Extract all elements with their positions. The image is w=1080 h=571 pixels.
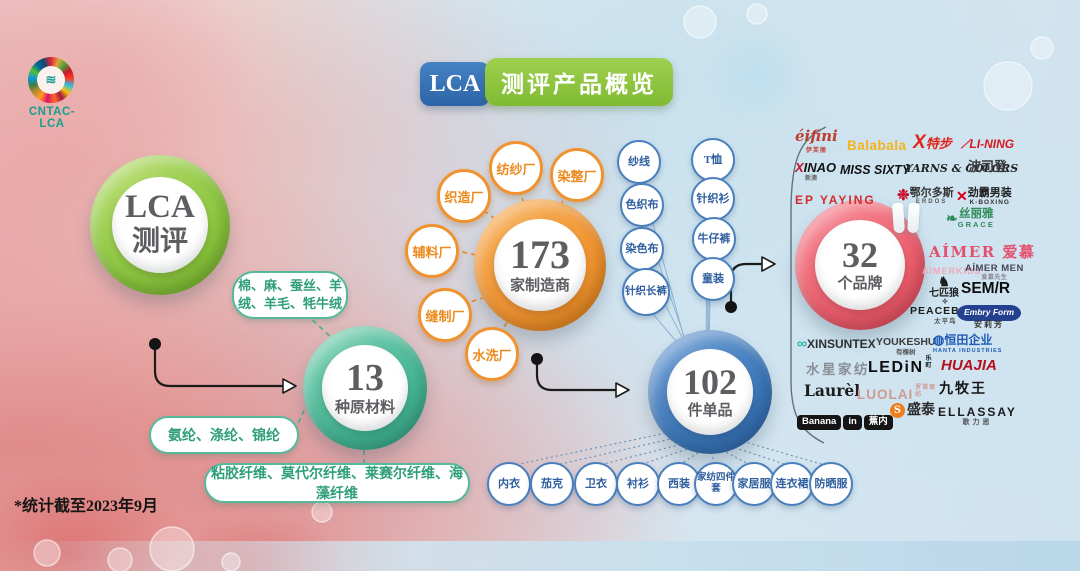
brand-logo-ellassay: ELLASSAY 歌力思: [938, 405, 1017, 427]
factory-circle: 缝制厂: [418, 288, 472, 342]
grace-leaf-icon: ❧: [946, 209, 958, 226]
brand-logo-aimer: AÍMER 爱慕: [929, 243, 1036, 261]
brand-logo-miss-sixty: MISS SIXTY: [840, 163, 911, 177]
pill-regenerated-fibers: 粘胶纤维、莫代尔纤维、莱赛尔纤维、海藻纤维: [204, 463, 470, 503]
brand-logo-ep-yaying: EP YAYING: [795, 193, 876, 207]
brand-logo-eifini: éifini 伊芙丽: [795, 127, 838, 154]
pill-natural-fibers: 棉、麻、蚕丝、羊 绒、羊毛、牦牛绒: [232, 271, 348, 319]
product-circle: 染色布: [620, 227, 664, 271]
product-circle: T恤: [691, 138, 735, 182]
node-manufacturers: 173 家制造商: [474, 199, 606, 331]
product-circle: 卫衣: [574, 462, 618, 506]
brand-logo-hengtian: ◍恒田企业 HANTA INDUSTRIES: [933, 332, 1003, 354]
pill-synthetic-fibers: 氨纶、涤纶、锦纶: [149, 416, 299, 454]
flow-arrowheads: [282, 256, 776, 398]
xinao-x-icon: X: [795, 160, 804, 175]
brand-logo-kboxing: ✕劲霸男装 K-BOXING: [956, 187, 1012, 207]
product-circle: 针织衫: [691, 177, 735, 221]
kboxing-x-icon: ✕: [956, 187, 968, 204]
factory-circle: 织造厂: [437, 169, 491, 223]
brand-logo-youkeshu: YOUKESHU 有棵树: [876, 336, 936, 356]
product-circle: 茄克: [530, 462, 574, 506]
brand-logo-bosideng: 波司登: [968, 159, 1008, 174]
brand-logo-aimer-men: AÍMER MEN 爱慕先生: [965, 263, 1024, 281]
factory-circle: 染整厂: [550, 148, 604, 202]
brand-logo-embry-form: Embry Form 安莉芳: [957, 302, 1022, 329]
page-title: 测评产品概览: [485, 58, 673, 106]
product-circle: 色织布: [620, 183, 664, 227]
wolf-icon: ♞: [938, 274, 950, 289]
factory-circle: 纺纱厂: [489, 141, 543, 195]
brand-logo-grace: ❧丝丽雅 GRACE: [946, 208, 995, 229]
product-circle: 家纺四件套: [694, 462, 738, 506]
factory-circle: 辅料厂: [405, 224, 459, 278]
product-circle: 衬衫: [616, 462, 660, 506]
shield-icon: ◍: [933, 332, 945, 347]
brand-logo-peacebird: ✧ PEACEBIRD 太平鸟: [910, 297, 981, 325]
node-raw-materials: 13 种原材料: [303, 326, 427, 450]
product-circle: 童装: [691, 257, 735, 301]
brand-logo-banana-in: Banana in 蕉内: [797, 411, 895, 430]
node-items: 102 件单品: [648, 330, 772, 454]
xtep-x-icon: X: [913, 132, 926, 153]
brand-logo-shengtai: S 盛泰: [890, 402, 935, 419]
brand-logo-huajia: HUAJIA: [941, 357, 997, 374]
product-circle: 西装: [657, 462, 701, 506]
brand-logo-ledin: LEDiN乐町: [868, 356, 934, 377]
product-circle: 内衣: [487, 462, 531, 506]
statistics-footnote: *统计截至2023年9月: [14, 498, 159, 515]
erdos-sun-icon: ❉: [897, 187, 910, 205]
factory-circle: 水洗厂: [465, 327, 519, 381]
shengtai-s-icon: S: [890, 403, 905, 418]
product-circle: 针织长裤: [622, 268, 670, 316]
product-circle: 连衣裙: [770, 462, 814, 506]
brand-logo-laurel: Laurèl: [804, 381, 861, 400]
wheel-center: ≋: [37, 66, 65, 94]
chain-links-icon: ∞: [797, 335, 807, 351]
flow-dots: [149, 301, 737, 365]
brand-logo-xtep: X特步: [913, 132, 952, 153]
node-lca: LCA 测评: [90, 155, 230, 295]
brand-logo-xinao: XINAO 新澳: [795, 160, 837, 182]
bird-icon: ✧: [941, 297, 950, 306]
product-circle: 牛仔裤: [692, 217, 736, 261]
title-lca-tag: LCA: [420, 62, 490, 106]
brand-logo-luolai: LUOLAI 罗莱家纺: [857, 385, 937, 403]
brand-logo-xinsuntex: ∞XINSUNTEX: [797, 335, 876, 351]
product-circle: 防晒服: [809, 462, 853, 506]
brand-logo-yarns-colors: YARNS & COLORS: [905, 162, 1019, 175]
product-circle: 纱线: [617, 140, 661, 184]
brand-logo-erdos: ❉鄂尔多斯 ERDOS: [897, 187, 954, 206]
cntac-lca-wheel-icon: ≋: [28, 57, 74, 103]
brand-logo-septwolves: ♞ 七匹狼: [929, 274, 959, 299]
brand-logo-aimer-kids: AIMERKIDS: [922, 266, 982, 276]
glasses-logo: [891, 202, 923, 238]
brand-logo-lining: ⟋LI-NING: [961, 137, 1015, 151]
brand-logo-balabala: Balabala: [847, 138, 907, 153]
brand-logo-joeone: 九牧王: [939, 380, 987, 396]
brand-logo-semir: SEM/R: [961, 280, 1011, 297]
lining-swoosh-icon: ⟋: [961, 137, 970, 151]
brand-logo-mercury-home: 水星家纺: [806, 362, 870, 377]
cntac-lca-logo-text: CNTAC-LCA: [28, 106, 76, 130]
